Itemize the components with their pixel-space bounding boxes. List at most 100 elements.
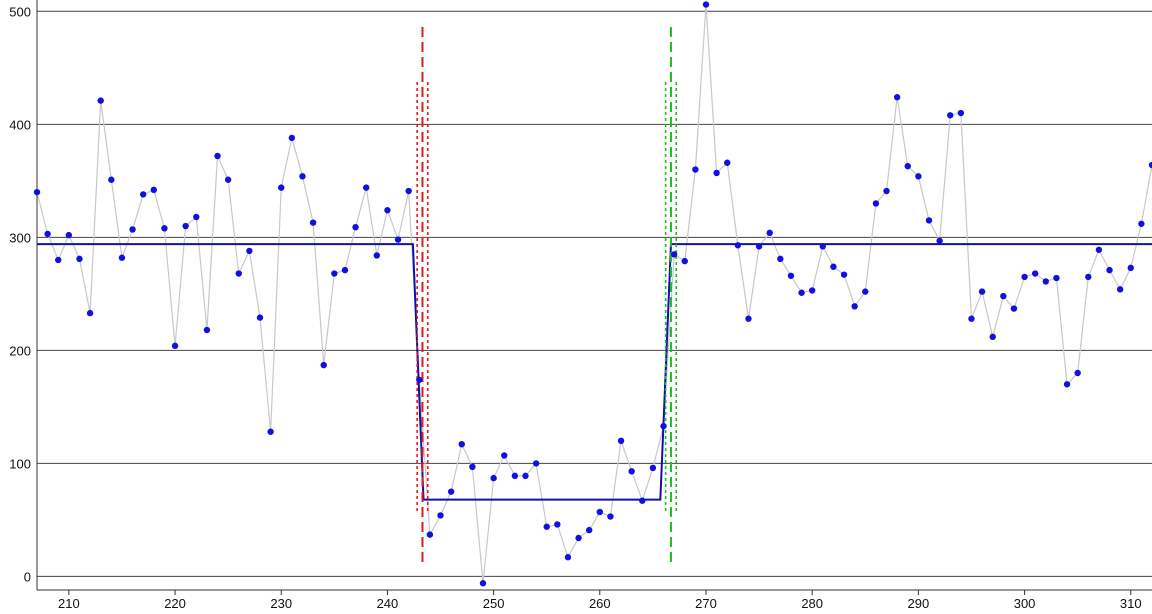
observation-point: [872, 200, 880, 207]
observation-point: [745, 315, 752, 322]
observation-point: [416, 376, 423, 383]
observation-point: [670, 251, 678, 258]
observation-point: [522, 472, 529, 480]
observation-point: [915, 173, 922, 180]
y-tick-labels: 0 100 200 300 400 500: [9, 4, 31, 584]
observation-point: [256, 314, 264, 321]
observation-point: [501, 452, 508, 459]
observation-point: [724, 159, 731, 166]
observation-points: [33, 1, 1152, 587]
observation-point: [469, 463, 476, 471]
observation-point: [139, 191, 147, 198]
observation-point: [97, 97, 104, 104]
observation-point: [554, 521, 561, 528]
observation-point: [118, 254, 126, 261]
observation-point: [224, 176, 232, 183]
y-tick-label: 300: [9, 230, 31, 245]
observation-point: [957, 109, 965, 117]
observation-point: [394, 236, 402, 243]
observation-point: [55, 256, 62, 264]
observation-point: [532, 460, 540, 467]
observation-point: [607, 513, 614, 520]
observation-point: [278, 184, 285, 191]
observation-point: [649, 464, 657, 472]
observation-point: [787, 272, 795, 279]
observation-point: [150, 186, 158, 194]
observation-point: [246, 247, 253, 255]
observation-point: [543, 523, 550, 530]
x-tick-labels: 210 220 230 240 250 260 270 280 290 300 310: [58, 596, 1142, 611]
y-tick-label: 200: [9, 343, 31, 358]
x-tick-label: 220: [164, 596, 186, 611]
observation-point: [1053, 274, 1060, 282]
x-tick-label: 250: [483, 596, 505, 611]
observation-point: [373, 252, 381, 259]
observation-point: [235, 270, 242, 277]
observation-point: [437, 512, 444, 519]
observation-point: [564, 554, 572, 561]
x-tick-label: 240: [377, 596, 399, 611]
observation-point: [968, 315, 975, 322]
observation-point: [925, 217, 933, 224]
observation-point: [214, 152, 221, 160]
observation-point: [479, 580, 487, 587]
observation-point: [660, 422, 667, 430]
y-tick-label: 100: [9, 456, 31, 471]
observation-point: [1000, 292, 1007, 300]
x-tick-label: 270: [695, 596, 717, 611]
y-tick-label: 500: [9, 4, 31, 19]
observation-point: [108, 176, 115, 183]
axes: [36, 0, 1152, 595]
observation-line: [36, 4, 1152, 584]
observation-point: [596, 508, 604, 516]
observation-point: [1095, 246, 1103, 253]
observation-point: [1063, 381, 1071, 388]
x-tick-label: 280: [801, 596, 823, 611]
observation-point: [193, 213, 200, 221]
observation-point: [692, 166, 699, 173]
observation-point: [798, 289, 805, 296]
observation-point: [490, 474, 497, 482]
observation-point: [830, 263, 837, 270]
observation-point: [819, 243, 827, 250]
observation-point: [936, 237, 943, 244]
y-tick-label: 0: [24, 569, 31, 584]
observation-point: [766, 229, 773, 237]
observation-point: [893, 94, 901, 101]
y-tick-label: 400: [9, 117, 31, 132]
observation-point: [989, 333, 996, 341]
observation-point: [1021, 273, 1028, 281]
observation-point: [362, 184, 370, 191]
x-tick-label: 230: [270, 596, 292, 611]
observation-point: [426, 531, 434, 538]
horizontal-gridlines: [37, 10, 1152, 577]
observation-point: [1042, 278, 1050, 285]
observation-point: [713, 169, 720, 177]
fitted-step-line: [37, 243, 1152, 501]
observation-series-line: [36, 4, 1152, 584]
observation-point: [734, 242, 742, 249]
observation-point: [1074, 369, 1081, 377]
observation-point: [978, 288, 986, 295]
observation-point: [851, 303, 858, 310]
observation-point: [1010, 305, 1018, 312]
observation-point: [309, 219, 317, 226]
observation-point: [1138, 220, 1145, 227]
observation-point: [182, 222, 189, 230]
observation-point: [1148, 161, 1152, 169]
observation-point: [1106, 266, 1113, 274]
observation-point: [447, 488, 455, 495]
observation-point: [947, 112, 954, 119]
observation-point: [44, 230, 51, 238]
observation-point: [384, 207, 391, 214]
observation-point: [585, 526, 593, 534]
observation-point: [639, 497, 646, 504]
observation-point: [405, 187, 412, 195]
observation-point: [33, 188, 41, 196]
observation-point: [76, 255, 83, 263]
observation-point: [840, 271, 848, 278]
observation-point: [883, 187, 890, 195]
observation-point: [320, 361, 327, 369]
observation-point: [808, 287, 816, 294]
